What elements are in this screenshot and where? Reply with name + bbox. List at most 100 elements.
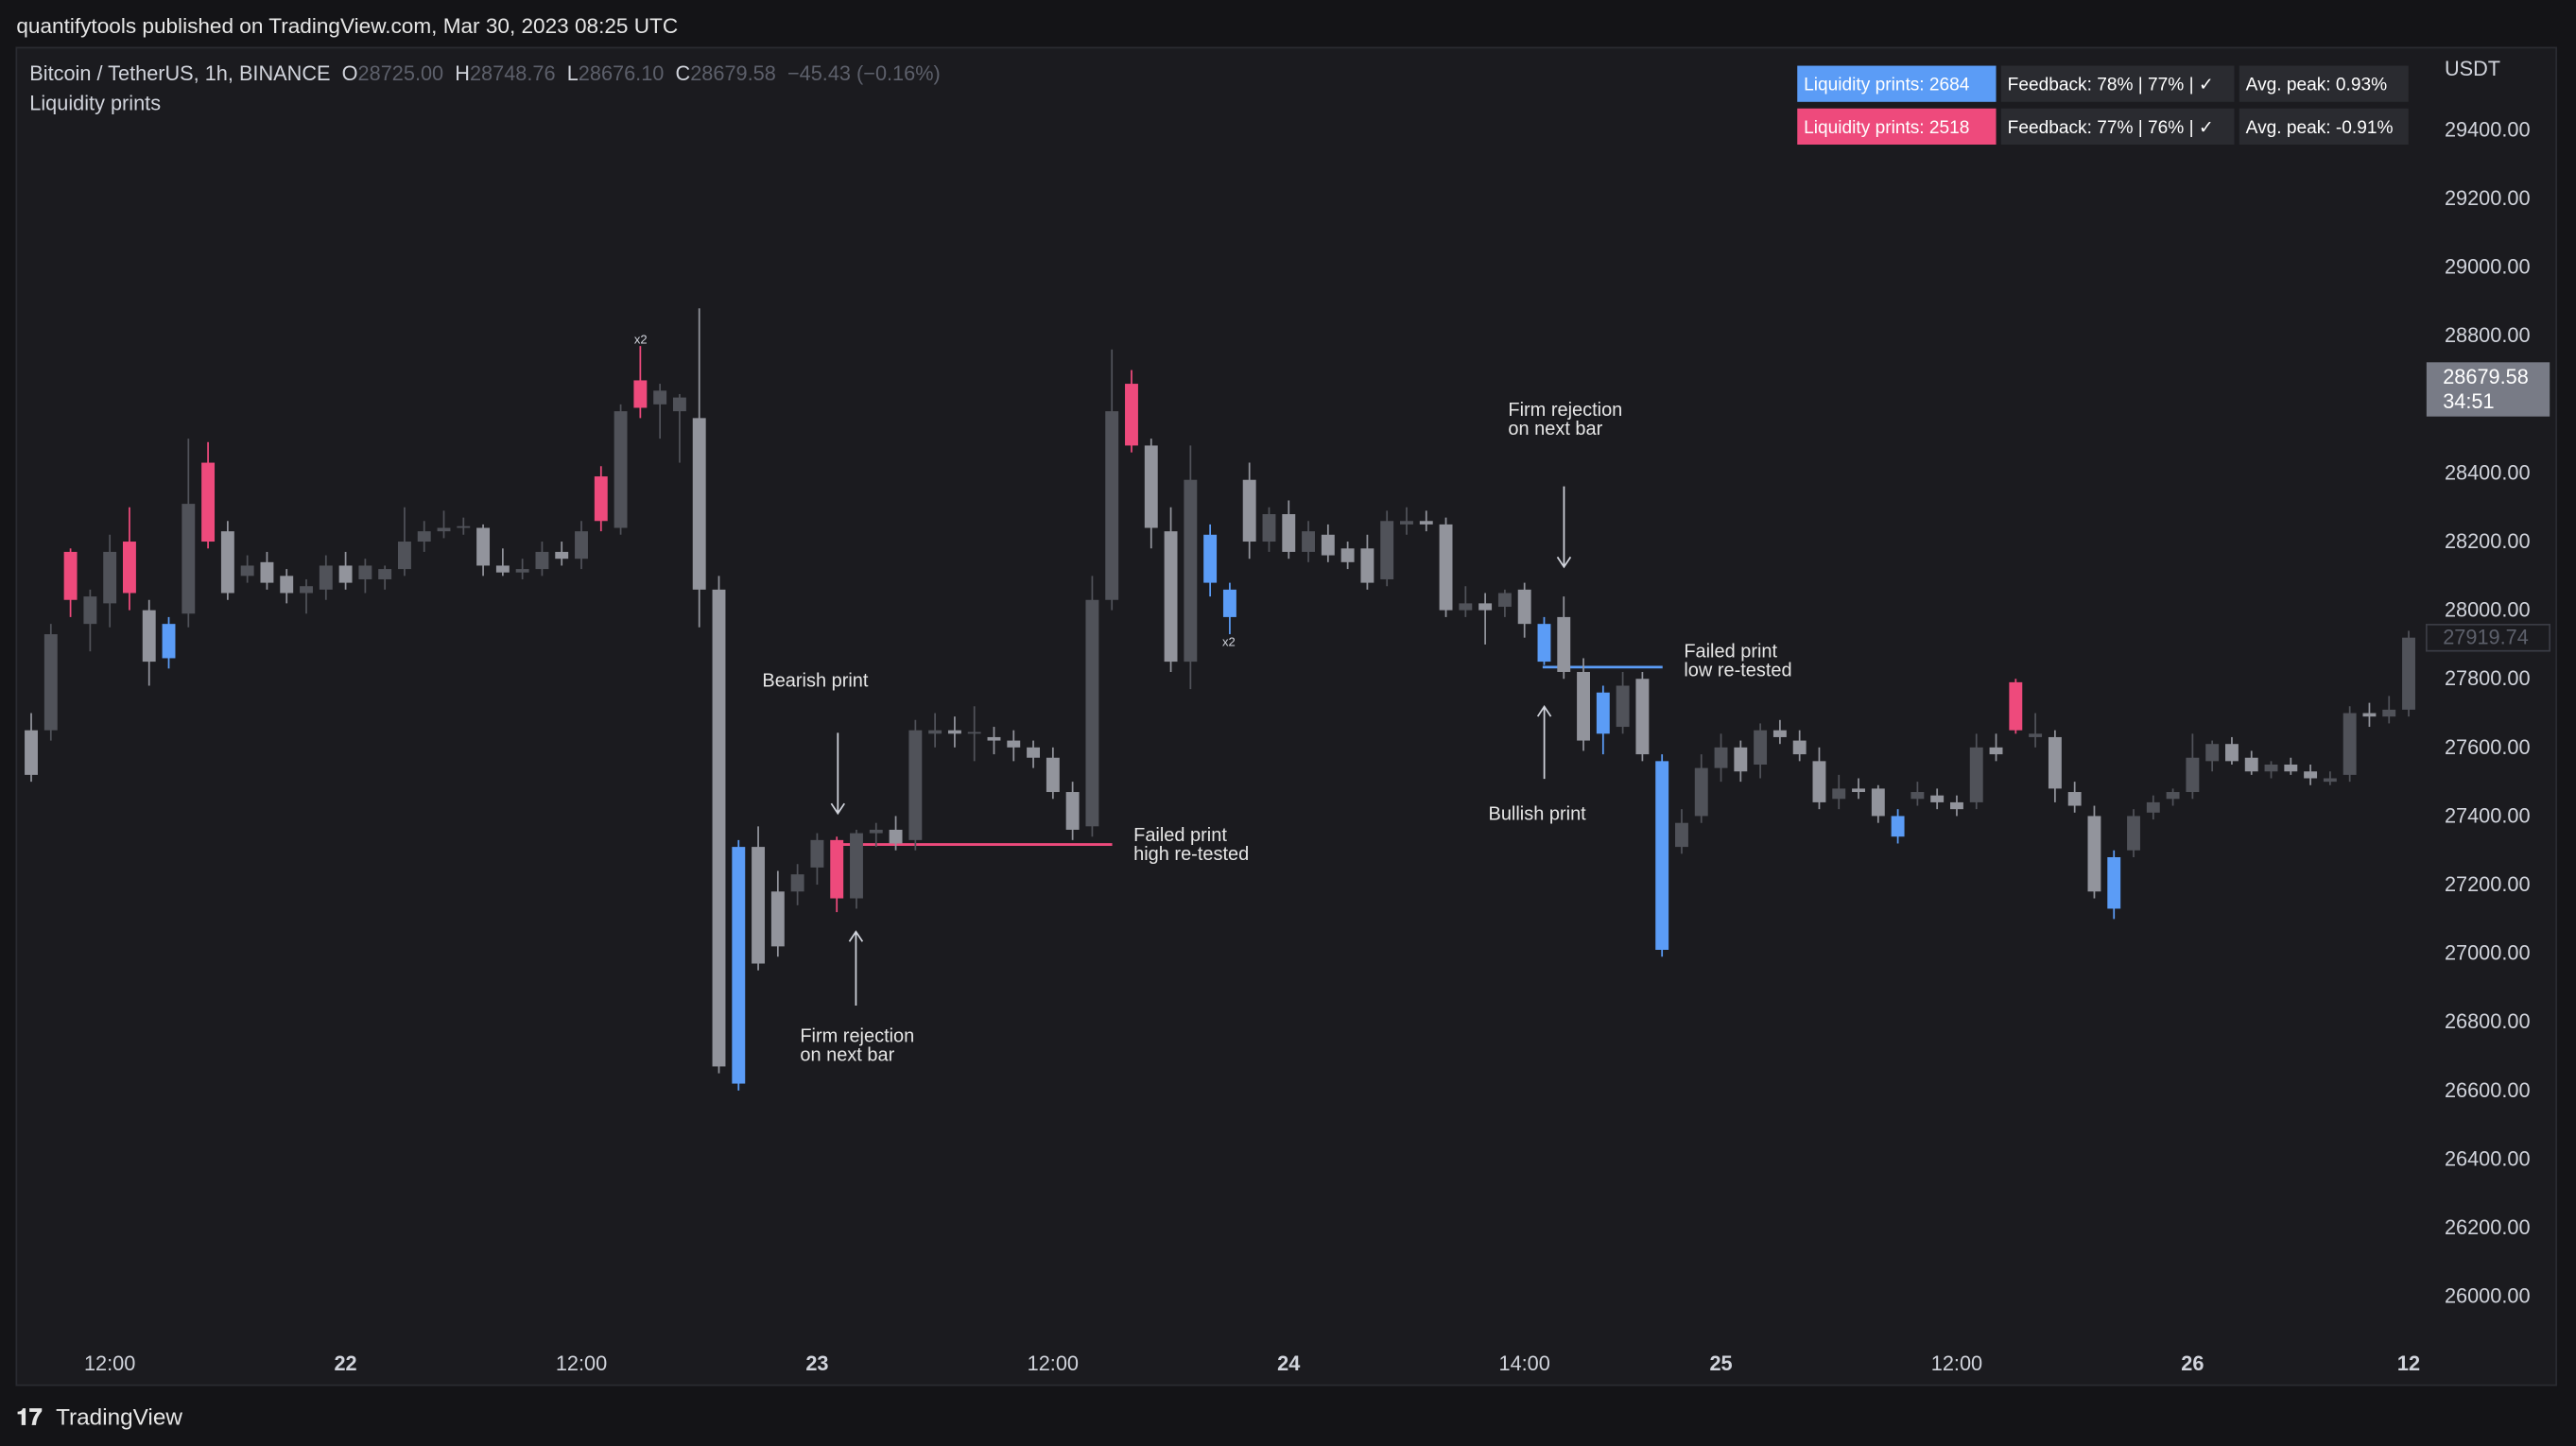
annotation: Firm rejection (800, 1025, 914, 1046)
candle-body (1734, 747, 1748, 772)
y-unit: USDT (2445, 57, 2500, 80)
candle-body (220, 531, 234, 594)
marker-price: 27919.74 (2443, 626, 2529, 649)
y-tick-label: 27000.00 (2445, 941, 2531, 965)
x-tick-label: 25 (1709, 1351, 1732, 1375)
candle-body (1969, 747, 1983, 802)
y-tick-label: 29200.00 (2445, 186, 2531, 210)
candle-body (1655, 761, 1669, 950)
candle-body (967, 732, 981, 734)
candle-body (1184, 479, 1198, 663)
candle-body (515, 569, 529, 573)
arrow (848, 930, 864, 1007)
candle-body (1302, 531, 1316, 552)
candle-body (1772, 730, 1787, 737)
ohlc-key: L (567, 61, 579, 85)
y-tick-label: 28000.00 (2445, 598, 2531, 622)
ohlc-key: O (342, 61, 358, 85)
candle-body (575, 531, 588, 559)
candle-body (1635, 679, 1650, 755)
candle-body (1989, 747, 2003, 755)
candle-body (2146, 801, 2160, 813)
candle-body (1459, 603, 1473, 611)
candle-body (495, 565, 510, 573)
candle-body (300, 586, 313, 594)
arrow (1536, 705, 1552, 780)
countdown: 34:51 (2443, 389, 2494, 413)
candle-body (1616, 685, 1630, 728)
candle-body (2166, 792, 2180, 800)
x-tick-label: 12 (2397, 1351, 2420, 1375)
candle-body (1085, 599, 1099, 827)
annotation: on next bar (1508, 419, 1602, 439)
candle-body (1950, 801, 1963, 810)
x-tick-label: 14:00 (1499, 1351, 1550, 1375)
candle-body (1164, 531, 1178, 663)
y-tick-label: 26000.00 (2445, 1284, 2531, 1308)
arrow (1556, 486, 1572, 569)
candle-body (889, 829, 903, 844)
candle-body (1340, 548, 1355, 562)
x-tick-label: 12:00 (84, 1351, 135, 1375)
last-price-box (2426, 362, 2550, 417)
candle-body (1065, 792, 1080, 830)
candle-body (1419, 521, 1433, 525)
candle-body (378, 569, 392, 579)
y-tick-label: 27800.00 (2445, 666, 2531, 690)
candle-body (1262, 514, 1276, 542)
candle-body (2186, 757, 2200, 793)
candle-body (319, 565, 333, 590)
candle-body (2362, 713, 2377, 717)
candle-body (240, 565, 254, 577)
stats-cell (2000, 108, 2235, 145)
y-tick-label: 26400.00 (2445, 1146, 2531, 1170)
candle-body (2048, 736, 2062, 789)
candle-body (2224, 744, 2239, 762)
candle-body (1439, 524, 1453, 611)
candle-body (25, 730, 38, 775)
ohlc-value: 28676.10 (579, 61, 665, 85)
candle-body (1891, 816, 1905, 837)
candle-body (201, 462, 216, 542)
annotation: Bullish print (1489, 804, 1587, 825)
candle-body (2244, 757, 2258, 772)
candle-body (142, 610, 156, 663)
candle-body (63, 551, 78, 600)
candle-body (1675, 822, 1688, 848)
candle-body (850, 833, 863, 899)
candle-body (2304, 771, 2318, 779)
publish-header: quantifytools published on TradingView.c… (16, 14, 678, 38)
candle-body (2127, 816, 2140, 851)
y-tick-label: 26200.00 (2445, 1215, 2531, 1239)
candle-body (1203, 534, 1218, 583)
candle-body (1380, 521, 1394, 579)
candle-body (869, 829, 883, 834)
annotation: Bearish print (762, 671, 869, 692)
y-tick-label: 29400.00 (2445, 117, 2531, 141)
candle-body (1792, 740, 1807, 755)
x-tick-label: 12:00 (556, 1351, 607, 1375)
print-count: x2 (1222, 634, 1236, 648)
chart-frame (15, 46, 2558, 1386)
candle-body (928, 730, 942, 734)
y-tick-label: 26800.00 (2445, 1009, 2531, 1033)
symbol: Bitcoin / TetherUS, 1h, BINANCE (29, 61, 330, 85)
candle-body (1910, 792, 1925, 800)
ohlc-value: 28725.00 (358, 61, 444, 85)
candle-body (1871, 788, 1885, 817)
stats-text: Avg. peak: 0.93% (2246, 76, 2387, 95)
candle-body (790, 874, 804, 892)
stats-text: Liquidity prints: 2518 (1804, 118, 1969, 138)
candle-body (417, 531, 431, 542)
candle-body (752, 847, 766, 964)
candle-body (122, 542, 136, 594)
candle-body (2087, 816, 2101, 892)
stats-cell (1797, 65, 1997, 102)
arrows (830, 486, 1572, 1007)
symbol-line: Bitcoin / TetherUS, 1h, BINANCE O28725.00… (29, 61, 940, 85)
candle-body (810, 839, 824, 868)
x-tick-label: 24 (1277, 1351, 1300, 1375)
candle-body (1125, 384, 1138, 446)
candle-body (633, 380, 648, 408)
